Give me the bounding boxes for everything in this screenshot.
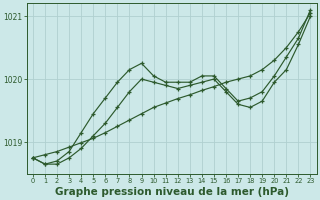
X-axis label: Graphe pression niveau de la mer (hPa): Graphe pression niveau de la mer (hPa): [55, 187, 289, 197]
